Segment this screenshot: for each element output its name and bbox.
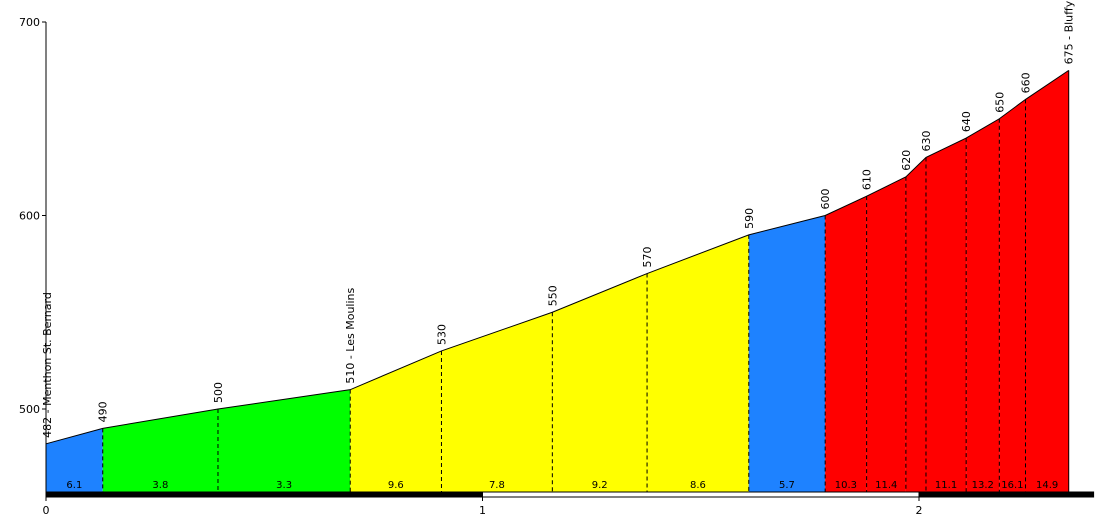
gradient-label: 16.1 [1001, 480, 1023, 491]
elevation-label: 600 [819, 189, 832, 210]
y-tick-label: 500 [19, 403, 40, 416]
distance-bar-segment [918, 491, 1095, 498]
gradient-labels: 6.1 3.8 3.3 9.6 7.8 9.2 8.6 5.7 10.3 11.4 11.1 13.2… [66, 480, 1058, 491]
elevation-label: 590 [743, 208, 756, 229]
gradient-label: 11.4 [875, 480, 897, 491]
segment-fill [925, 138, 967, 492]
segment-dividers [102, 70, 1070, 492]
y-tick-label: 700 [19, 16, 40, 29]
segment-fill [350, 350, 442, 492]
segment-fill [825, 196, 867, 492]
gradient-label: 13.2 [972, 480, 994, 491]
segment-fill [905, 157, 926, 492]
segment-fill [1025, 70, 1069, 492]
elevation-label: 482 - Menthon St. Bernard [41, 292, 54, 438]
gradient-label: 7.8 [489, 480, 505, 491]
segment-fill [647, 234, 749, 492]
distance-bar-segment [482, 491, 920, 498]
gradient-label: 6.1 [66, 480, 82, 491]
elevation-label: 630 [920, 130, 933, 151]
elevation-label: 675 - Bluffy [1063, 0, 1076, 64]
gradient-label: 8.6 [690, 480, 706, 491]
profile-line [45, 69, 1069, 445]
profile-outline [45, 69, 1069, 445]
gradient-label: 5.7 [779, 480, 795, 491]
gradient-label: 9.2 [592, 480, 608, 491]
x-tick-label: 1 [479, 504, 486, 517]
segment-fill [217, 389, 351, 492]
gradient-label: 14.9 [1036, 480, 1058, 491]
gradient-label: 3.8 [152, 480, 168, 491]
point-labels: 482 - Menthon St. Bernard 490 500 510 - Les… [41, 0, 1076, 438]
gradient-label: 9.6 [388, 480, 404, 491]
x-tick-label: 0 [43, 504, 50, 517]
segment-fill [866, 176, 906, 493]
elevation-label: 610 [861, 169, 874, 190]
y-tick-label: 600 [19, 210, 40, 223]
elevation-label: 650 [993, 92, 1006, 113]
elevation-label: 620 [900, 150, 913, 171]
segment-fill [748, 215, 826, 492]
gradient-label: 3.3 [276, 480, 292, 491]
segment-fill [441, 312, 553, 492]
elevation-label: 530 [435, 324, 448, 345]
gradient-label: 11.1 [935, 480, 957, 491]
elevation-label: 570 [641, 247, 654, 268]
x-tick-label: 2 [916, 504, 923, 517]
elevation-label: 640 [960, 111, 973, 132]
distance-bar [45, 491, 1095, 498]
segment-fill [966, 118, 1000, 492]
elevation-label: 500 [212, 382, 225, 403]
axes: 500 600 700 0 1 2 [19, 16, 923, 517]
elevation-label: 660 [1020, 72, 1033, 93]
segment-fill [552, 273, 648, 492]
elevation-label: 550 [546, 285, 559, 306]
segment-fill [102, 409, 218, 492]
gradient-label: 10.3 [835, 480, 857, 491]
distance-bar-segment [45, 491, 483, 498]
elevation-label: 510 - Les Moulins [344, 287, 357, 383]
elevation-label: 490 [97, 401, 110, 422]
segment-fill [999, 99, 1026, 493]
segment-fills [46, 70, 1069, 493]
segment-fill [46, 428, 103, 492]
